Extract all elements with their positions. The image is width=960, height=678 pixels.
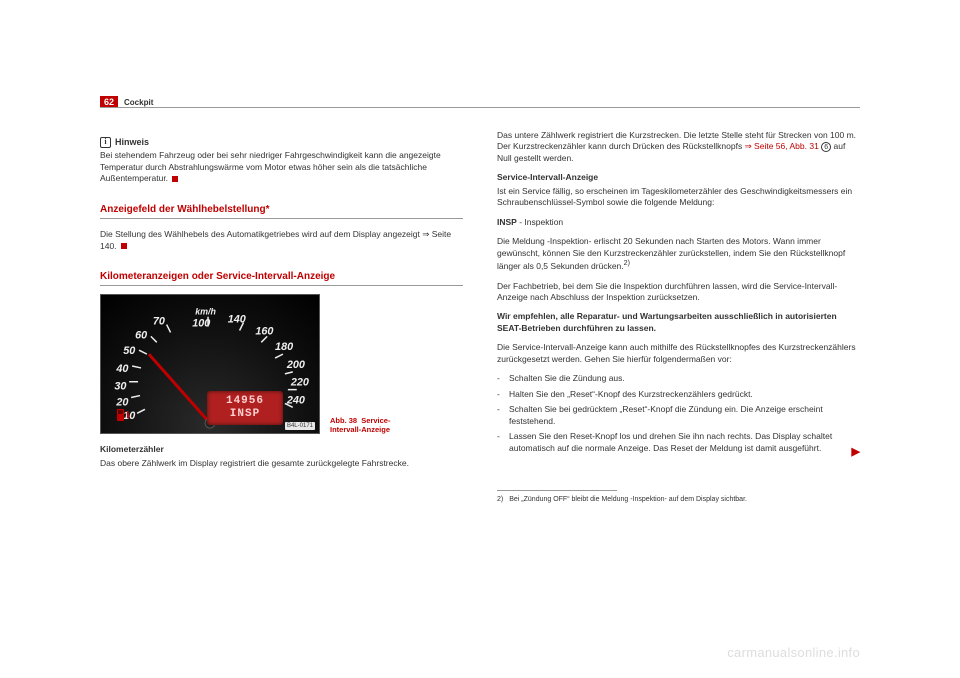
info-icon: i [100, 137, 111, 148]
heading-waehlhebel: Anzeigefeld der Wählhebelstellung* [100, 203, 463, 220]
watermark-text: carmanualsonline.info [727, 645, 860, 660]
lcd-line-1: 14956 [207, 395, 283, 407]
svg-text:50: 50 [123, 346, 135, 358]
footnote-rule [497, 490, 617, 491]
heading-kmzaehler: Kilometerzähler [100, 444, 463, 455]
heading-service-intervall: Service-Intervall-Anzeige [497, 172, 860, 183]
svg-text:km/h: km/h [195, 307, 216, 317]
figure-38: 10 20 30 40 50 60 70 km/h 100 140 160 18… [100, 294, 463, 434]
odometer-lcd: 14956 INSP [207, 391, 283, 425]
hinweis-label: Hinweis [115, 136, 149, 148]
svg-text:200: 200 [286, 359, 305, 371]
header-section-title: Cockpit [124, 98, 153, 107]
speedometer-image: 10 20 30 40 50 60 70 km/h 100 140 160 18… [100, 294, 320, 434]
svg-text:40: 40 [115, 363, 128, 375]
kmzaehler-body: Das obere Zählwerk im Display registrier… [100, 458, 463, 469]
reset-steps-list: Schalten Sie die Zündung aus. Halten Sie… [497, 373, 860, 454]
footnote-ref-2: 2) [624, 259, 630, 267]
callout-circle-6: 6 [821, 142, 831, 152]
header-rule [100, 107, 860, 108]
lcd-line-2: INSP [207, 408, 283, 420]
image-reference-tag: B4L-0171 [285, 422, 315, 430]
hinweis-heading: i Hinweis [100, 136, 463, 148]
intro-paragraph: Das untere Zählwerk registriert die Kurz… [497, 130, 860, 164]
svg-text:70: 70 [153, 316, 165, 328]
left-column: i Hinweis Bei stehendem Fahrzeug oder be… [100, 130, 463, 504]
heading-kilometeranzeige: Kilometeranzeigen oder Service-Intervall… [100, 270, 463, 287]
list-item: Schalten Sie die Zündung aus. [497, 373, 860, 384]
list-item: Schalten Sie bei gedrücktem „Reset“-Knop… [497, 404, 860, 427]
svg-text:160: 160 [255, 326, 273, 338]
svg-text:60: 60 [135, 330, 147, 342]
right-column: Das untere Zählwerk registriert die Kurz… [497, 130, 860, 504]
continue-arrow-icon: ▶ [852, 445, 860, 460]
service-para-1: Ist ein Service fällig, so erscheinen im… [497, 186, 860, 209]
cross-ref-link: ⇒ Seite 56, Abb. 31 [745, 141, 819, 151]
hinweis-body: Bei stehendem Fahrzeug oder bei sehr nie… [100, 150, 463, 184]
svg-text:30: 30 [114, 381, 126, 393]
reset-intro: Die Service-Intervall-Anzeige kann auch … [497, 342, 860, 365]
end-marker-icon [172, 176, 178, 182]
footnote-2: 2) Bei „Zündung OFF“ bleibt die Meldung … [497, 495, 860, 504]
service-para-2: Die Meldung -Inspektion- erlischt 20 Sek… [497, 236, 860, 272]
svg-text:220: 220 [290, 377, 309, 389]
waehlhebel-body: Die Stellung des Wählhebels des Automati… [100, 229, 463, 252]
insp-line: INSP - Inspektion [497, 217, 860, 228]
content-columns: i Hinweis Bei stehendem Fahrzeug oder be… [100, 130, 860, 504]
svg-text:180: 180 [275, 342, 293, 354]
list-item: Halten Sie den „Reset“-Knopf des Kurzstr… [497, 389, 860, 400]
recommendation-bold: Wir empfehlen, alle Reparatur- und Wartu… [497, 311, 860, 334]
end-marker-icon [121, 243, 127, 249]
figure-caption: Abb. 38 Service-Intervall-Anzeige [330, 416, 420, 434]
service-para-3: Der Fachbetrieb, bei dem Sie die Inspekt… [497, 281, 860, 304]
list-item: Lassen Sie den Reset-Knopf los und drehe… [497, 431, 860, 454]
fuel-pump-icon [115, 407, 131, 423]
page: 62 Cockpit i Hinweis Bei stehendem Fahrz… [0, 0, 960, 678]
